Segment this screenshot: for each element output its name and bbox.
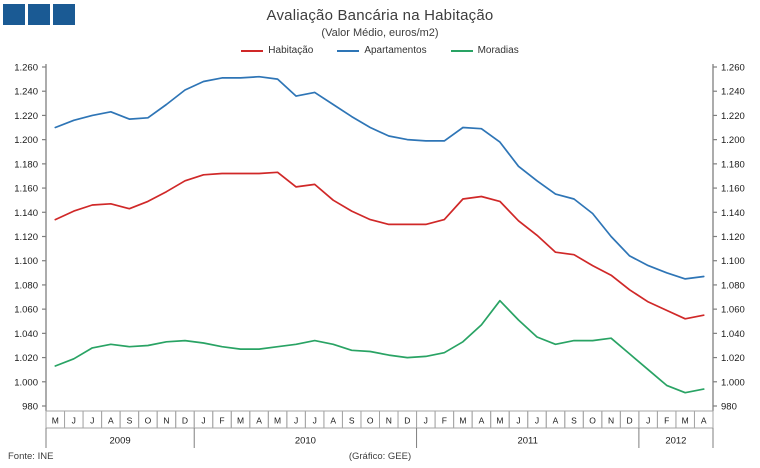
month-label: J	[294, 415, 298, 425]
month-label: A	[479, 415, 485, 425]
year-label: 2011	[517, 436, 537, 447]
month-label: N	[386, 415, 392, 425]
logo-square	[53, 4, 75, 25]
y-axis-label-left: 1.220	[14, 111, 38, 122]
month-label: M	[682, 415, 689, 425]
month-label: J	[90, 415, 94, 425]
month-label: J	[535, 415, 539, 425]
y-axis-label-right: 1.220	[721, 111, 745, 122]
legend-line-swatch	[337, 49, 360, 52]
credit-note: (Gráfico: GEE)	[348, 451, 412, 462]
month-label: M	[52, 415, 59, 425]
month-label: J	[516, 415, 520, 425]
chart-title: Avaliação Bancária na Habitação	[266, 7, 494, 24]
y-axis-label-right: 1.020	[721, 353, 745, 364]
month-label: O	[589, 415, 596, 425]
month-label: D	[627, 415, 633, 425]
y-axis-label-right: 1.000	[721, 377, 745, 388]
month-label: N	[163, 415, 169, 425]
month-label: A	[553, 415, 559, 425]
legend: Habitação Apartamentos Moradias	[0, 45, 760, 56]
month-label: F	[664, 415, 669, 425]
legend-item-moradias: Moradias	[450, 45, 519, 56]
month-label: O	[145, 415, 152, 425]
month-label: J	[646, 415, 650, 425]
source-note: Fonte: INE	[8, 451, 54, 462]
y-axis-label-right: 1.160	[721, 184, 745, 195]
y-axis-label-left: 1.200	[14, 135, 38, 146]
month-label: A	[256, 415, 262, 425]
y-axis-label-right: 1.060	[721, 305, 745, 316]
legend-label: Habitação	[268, 45, 314, 56]
year-label: 2012	[665, 436, 686, 447]
month-label: J	[72, 415, 76, 425]
y-axis-label-right: 1.240	[721, 87, 745, 98]
month-label: J	[424, 415, 428, 425]
y-axis-label-left: 1.080	[14, 280, 38, 291]
y-axis-label-left: 1.020	[14, 353, 38, 364]
legend-label: Moradias	[477, 45, 519, 56]
y-axis-label-left: 1.240	[14, 87, 38, 98]
month-label: O	[367, 415, 374, 425]
month-label: J	[313, 415, 317, 425]
year-label: 2009	[110, 436, 131, 447]
logo-square	[3, 4, 25, 25]
month-label: A	[108, 415, 114, 425]
y-axis-label-left: 1.120	[14, 232, 38, 243]
month-label: F	[219, 415, 224, 425]
y-axis-label-left: 1.160	[14, 184, 38, 195]
month-label: A	[330, 415, 336, 425]
y-axis-label-right: 1.260	[721, 63, 745, 74]
logo-squares	[3, 4, 75, 25]
y-axis-label-right: 1.040	[721, 329, 745, 340]
month-label: S	[127, 415, 133, 425]
month-label: N	[608, 415, 614, 425]
series-line-habitacao	[54, 171, 705, 320]
y-axis-label-right: 1.180	[721, 159, 745, 170]
legend-line-swatch	[241, 49, 264, 52]
y-axis-label-left: 1.040	[14, 329, 38, 340]
month-label: S	[571, 415, 577, 425]
y-axis-label-right: 1.080	[721, 280, 745, 291]
month-cell	[693, 410, 714, 429]
year-label: 2010	[295, 436, 316, 447]
month-label: J	[201, 415, 205, 425]
month-label: M	[459, 415, 466, 425]
y-axis-label-left: 1.180	[14, 159, 38, 170]
y-axis-label-left: 1.100	[14, 256, 38, 267]
legend-item-habitacao: Habitação	[241, 45, 313, 56]
y-axis-label-right: 1.100	[721, 256, 745, 267]
y-axis-label-left: 1.260	[14, 63, 38, 74]
y-axis-label-right: 1.120	[721, 232, 745, 243]
y-axis-label-left: 1.060	[14, 305, 38, 316]
month-label: M	[237, 415, 244, 425]
legend-label: Apartamentos	[364, 45, 427, 56]
month-label: F	[442, 415, 447, 425]
y-axis-label-left: 980	[22, 402, 38, 413]
legend-item-apartamentos: Apartamentos	[337, 45, 427, 56]
series-line-apartamentos	[54, 75, 705, 280]
month-label: A	[701, 415, 707, 425]
month-label: M	[496, 415, 503, 425]
month-label: D	[182, 415, 188, 425]
y-axis-label-right: 1.200	[721, 135, 745, 146]
series-line-moradias	[54, 299, 705, 394]
y-axis-label-left: 1.000	[14, 377, 38, 388]
y-axis-label-right: 1.140	[721, 208, 745, 219]
month-label: D	[404, 415, 410, 425]
logo-square	[28, 4, 50, 25]
legend-line-swatch	[450, 49, 473, 52]
month-label: M	[274, 415, 281, 425]
chart-subtitle: (Valor Médio, euros/m2)	[321, 27, 439, 39]
month-label: S	[349, 415, 355, 425]
y-axis-label-right: 980	[721, 402, 737, 413]
y-axis-label-left: 1.140	[14, 208, 38, 219]
